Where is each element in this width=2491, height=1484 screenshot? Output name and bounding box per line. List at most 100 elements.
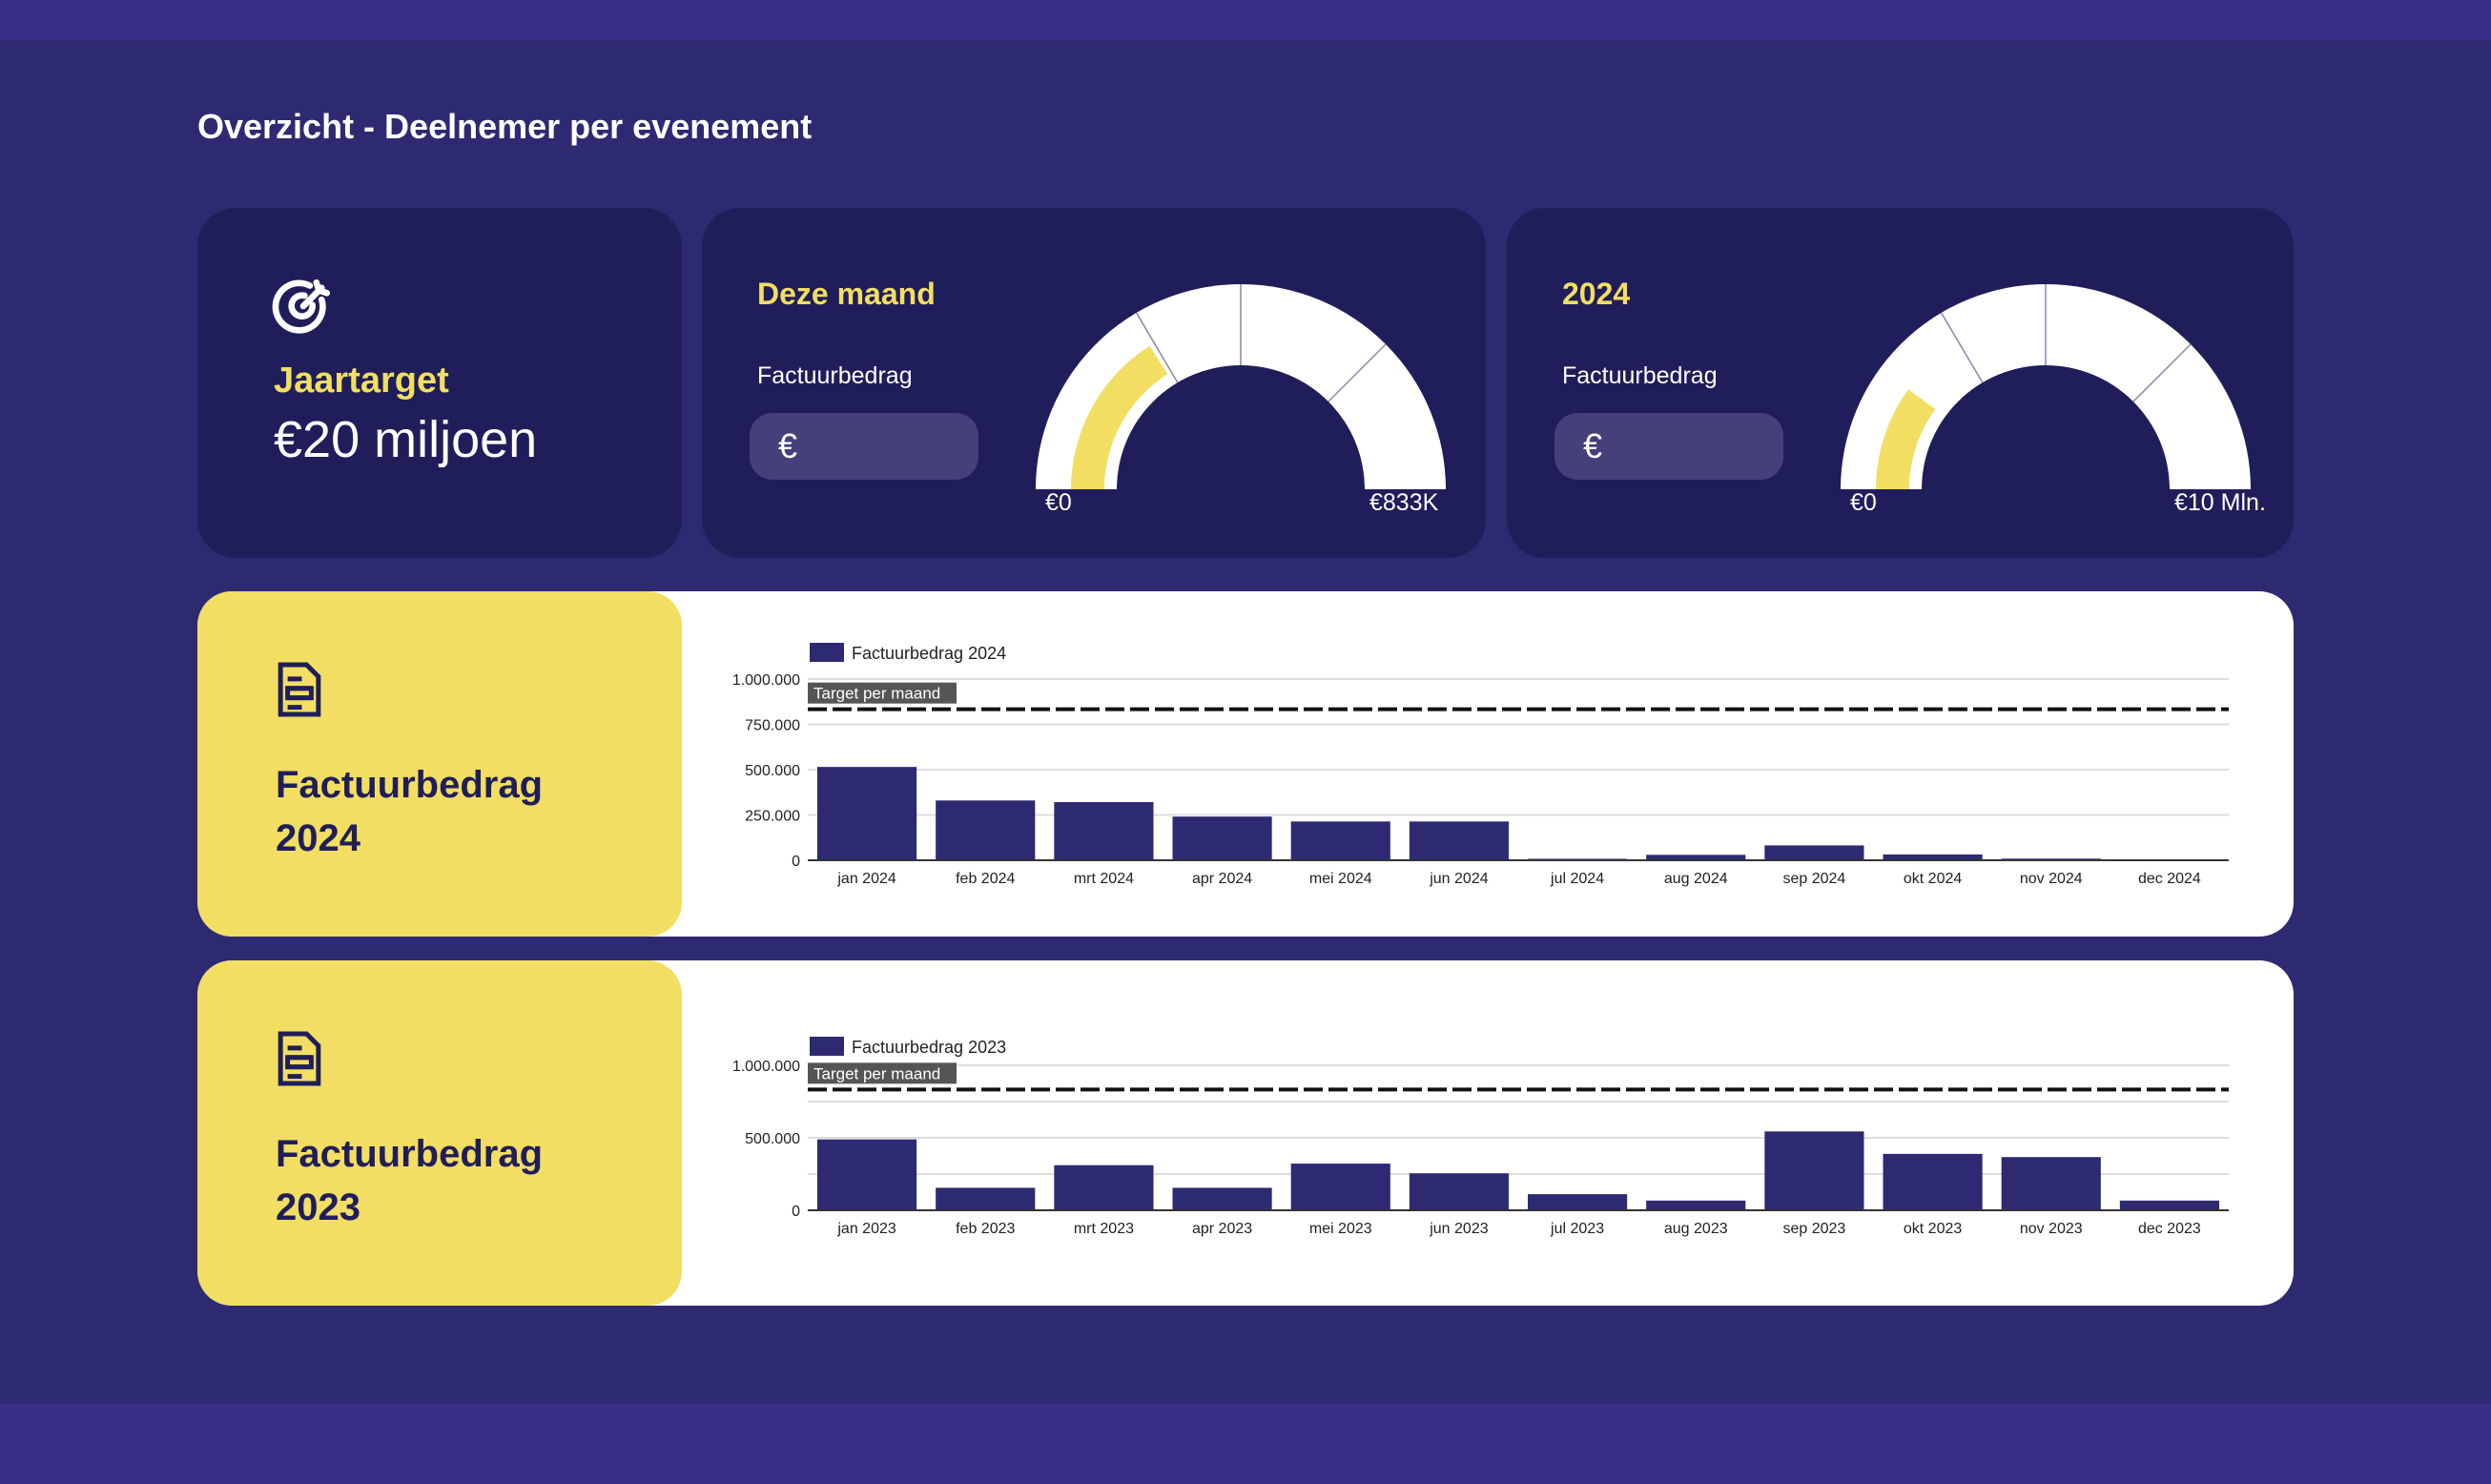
- gauge-min-label: €0: [1045, 489, 1072, 516]
- target-label: Target per maand: [813, 685, 940, 703]
- y-tick-label: 1.000.000: [732, 1059, 800, 1075]
- gauge-tick: [1328, 343, 1387, 402]
- month-card: Deze maand Factuurbedrag € €0 €833K: [702, 208, 1486, 558]
- y-tick-label: 1.000.000: [732, 672, 800, 689]
- bar: [1290, 821, 1390, 860]
- year-amount-field[interactable]: €: [1554, 413, 1783, 480]
- gauge-min-label: €0: [1850, 489, 1877, 516]
- bar: [1764, 1131, 1864, 1210]
- bar: [2001, 1157, 2101, 1210]
- gauge-tick: [2132, 343, 2192, 402]
- legend-label: Factuurbedrag 2024: [852, 644, 1006, 663]
- x-tick-label: jan 2024: [836, 871, 896, 887]
- legend-swatch: [810, 1037, 844, 1056]
- month-title: Deze maand: [757, 277, 936, 311]
- bar: [936, 800, 1036, 860]
- gauge-tick: [1135, 312, 1179, 383]
- x-tick-label: sep 2024: [1782, 871, 1845, 887]
- row-title-line1: Factuurbedrag: [276, 764, 544, 806]
- row-2023-header: Factuurbedrag 2023: [197, 960, 682, 1306]
- month-field-label: Factuurbedrag: [757, 362, 913, 389]
- bar: [1290, 1164, 1390, 1210]
- y-tick-label: 500.000: [745, 763, 800, 779]
- gauge-track: [1841, 284, 2251, 489]
- row-2024: Factuurbedrag 2024 Factuurbedrag 2024 0 250…: [197, 591, 2294, 937]
- x-tick-label: mei 2024: [1309, 871, 1372, 887]
- y-tick-label: 0: [792, 1204, 800, 1220]
- bar: [1054, 1165, 1154, 1210]
- x-tick-label: aug 2023: [1664, 1221, 1728, 1237]
- gauge-fill: [1876, 389, 1936, 489]
- x-tick-label: okt 2023: [1904, 1221, 1962, 1237]
- row-title-line2: 2024: [276, 817, 360, 859]
- row-2024-header: Factuurbedrag 2024: [197, 591, 682, 937]
- bar: [1172, 816, 1272, 860]
- gauge-fill: [1071, 345, 1168, 489]
- x-tick-label: jan 2023: [836, 1221, 896, 1237]
- bar: [1409, 1173, 1509, 1210]
- bar: [817, 767, 917, 860]
- gauge-max-label: €10 Mln.: [2174, 489, 2266, 516]
- gauge-max-label: €833K: [1369, 489, 1439, 516]
- year-field-label: Factuurbedrag: [1562, 362, 1718, 389]
- bar: [936, 1187, 1036, 1210]
- year-target-card: Jaartarget €20 miljoen: [197, 208, 682, 558]
- bar: [1409, 821, 1509, 860]
- x-tick-label: nov 2024: [2020, 871, 2083, 887]
- page-title: Overzicht - Deelnemer per evenement: [197, 107, 813, 146]
- bar: [1172, 1187, 1272, 1210]
- year-title: 2024: [1562, 277, 1631, 311]
- x-tick-label: feb 2023: [956, 1221, 1015, 1237]
- x-tick-label: nov 2023: [2020, 1221, 2083, 1237]
- bar-chart-2023: Factuurbedrag 2023 0 500.000 1.000.000 jan 2…: [732, 1037, 2229, 1237]
- month-amount-field[interactable]: €: [750, 413, 978, 480]
- row-title-line1: Factuurbedrag: [276, 1133, 544, 1175]
- bar: [1764, 845, 1864, 860]
- x-tick-label: feb 2024: [956, 871, 1015, 887]
- year-card: 2024 Factuurbedrag € €0 €10 Mln.: [1507, 208, 2294, 558]
- legend-label: Factuurbedrag 2023: [852, 1038, 1006, 1057]
- legend-swatch: [810, 643, 844, 662]
- x-tick-label: sep 2023: [1782, 1221, 1845, 1237]
- bar: [2119, 1200, 2219, 1210]
- gauge-tick: [1940, 312, 1984, 383]
- document-icon: [278, 662, 321, 717]
- x-tick-label: jun 2023: [1429, 1221, 1488, 1237]
- row-title-line2: 2023: [276, 1186, 360, 1228]
- bar: [817, 1139, 917, 1210]
- target-label: Target per maand: [813, 1064, 940, 1082]
- target-label-bg: [808, 1062, 957, 1084]
- x-tick-label: dec 2023: [2138, 1221, 2201, 1237]
- y-tick-label: 0: [792, 854, 800, 870]
- x-tick-label: dec 2024: [2138, 871, 2201, 887]
- x-tick-label: mei 2023: [1309, 1221, 1372, 1237]
- x-tick-label: aug 2024: [1664, 871, 1728, 887]
- x-tick-label: mrt 2023: [1074, 1221, 1134, 1237]
- year-gauge: [1841, 284, 2251, 489]
- x-tick-label: jul 2024: [1550, 871, 1604, 887]
- row-2023: Factuurbedrag 2023 Factuurbedrag 2023 0 500…: [197, 960, 2294, 1306]
- y-tick-label: 500.000: [745, 1131, 800, 1147]
- x-tick-label: jun 2024: [1429, 871, 1488, 887]
- bar: [1883, 1153, 1983, 1210]
- target-label: Jaartarget: [274, 361, 449, 401]
- target-arrow-icon: [272, 278, 331, 334]
- bar-chart-2024: Factuurbedrag 2024 0 250.000 500.000 750.000…: [732, 643, 2229, 887]
- target-value: €20 miljoen: [274, 411, 538, 468]
- x-tick-label: apr 2023: [1192, 1221, 1252, 1237]
- y-tick-label: 750.000: [745, 718, 800, 734]
- document-icon: [278, 1031, 321, 1086]
- x-tick-label: okt 2024: [1904, 871, 1962, 887]
- x-tick-label: jul 2023: [1550, 1221, 1604, 1237]
- bar: [1646, 1200, 1746, 1210]
- x-tick-label: mrt 2024: [1074, 871, 1134, 887]
- target-label-bg: [808, 682, 957, 704]
- top-band: [0, 0, 2491, 40]
- month-gauge: [1036, 284, 1446, 489]
- x-tick-label: apr 2024: [1192, 871, 1252, 887]
- bar: [1883, 854, 1983, 860]
- bar: [1528, 1194, 1628, 1210]
- bar: [1646, 855, 1746, 860]
- bar: [1054, 802, 1154, 860]
- gauge-track: [1036, 284, 1446, 489]
